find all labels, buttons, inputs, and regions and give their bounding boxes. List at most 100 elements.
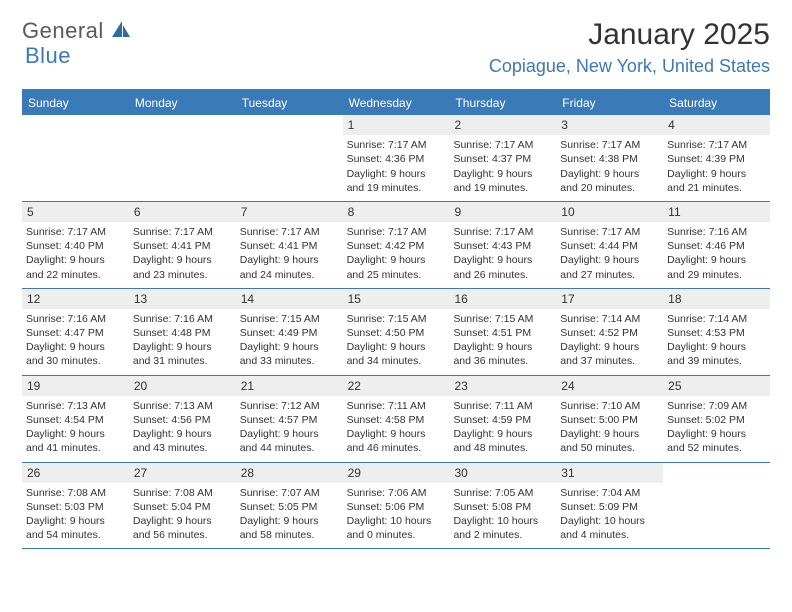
day-info-line: and 4 minutes. xyxy=(560,528,659,542)
calendar: SundayMondayTuesdayWednesdayThursdayFrid… xyxy=(22,89,770,549)
day-info-line: Sunrise: 7:15 AM xyxy=(453,312,552,326)
day-number: 3 xyxy=(556,115,663,135)
day-info-line: Daylight: 9 hours xyxy=(560,340,659,354)
day-info-line: Sunrise: 7:11 AM xyxy=(453,399,552,413)
logo-text-general: General xyxy=(22,18,104,44)
day-info-line: Sunrise: 7:13 AM xyxy=(133,399,232,413)
day-number: 15 xyxy=(343,289,450,309)
day-number: 20 xyxy=(129,376,236,396)
day-info-line: and 0 minutes. xyxy=(347,528,446,542)
day-cell: 4Sunrise: 7:17 AMSunset: 4:39 PMDaylight… xyxy=(663,115,770,201)
day-info-line: Daylight: 9 hours xyxy=(667,340,766,354)
day-cell: 15Sunrise: 7:15 AMSunset: 4:50 PMDayligh… xyxy=(343,289,450,375)
day-info-line: Daylight: 9 hours xyxy=(26,340,125,354)
day-info-line: and 27 minutes. xyxy=(560,268,659,282)
day-cell: 28Sunrise: 7:07 AMSunset: 5:05 PMDayligh… xyxy=(236,463,343,549)
day-cell: 27Sunrise: 7:08 AMSunset: 5:04 PMDayligh… xyxy=(129,463,236,549)
day-info-line: Daylight: 9 hours xyxy=(667,427,766,441)
week-row: 19Sunrise: 7:13 AMSunset: 4:54 PMDayligh… xyxy=(22,376,770,463)
day-info-line: Sunset: 4:53 PM xyxy=(667,326,766,340)
weekday-header: Sunday xyxy=(22,91,129,115)
day-number: 19 xyxy=(22,376,129,396)
day-info-line: and 58 minutes. xyxy=(240,528,339,542)
weekday-header: Saturday xyxy=(663,91,770,115)
day-info-line: Daylight: 10 hours xyxy=(347,514,446,528)
day-info-line: Sunrise: 7:11 AM xyxy=(347,399,446,413)
day-info-line: Sunset: 4:39 PM xyxy=(667,152,766,166)
day-info-line: and 25 minutes. xyxy=(347,268,446,282)
day-info-line: Sunset: 4:59 PM xyxy=(453,413,552,427)
day-info-line: and 44 minutes. xyxy=(240,441,339,455)
location-text: Copiague, New York, United States xyxy=(489,56,770,77)
day-number: 25 xyxy=(663,376,770,396)
day-info-line: and 26 minutes. xyxy=(453,268,552,282)
day-info-line: Sunset: 5:08 PM xyxy=(453,500,552,514)
day-info-line: Daylight: 9 hours xyxy=(560,253,659,267)
day-info-line: and 36 minutes. xyxy=(453,354,552,368)
day-info-line: Sunset: 4:38 PM xyxy=(560,152,659,166)
day-info-line: Sunrise: 7:17 AM xyxy=(667,138,766,152)
day-cell: 19Sunrise: 7:13 AMSunset: 4:54 PMDayligh… xyxy=(22,376,129,462)
day-cell: 1Sunrise: 7:17 AMSunset: 4:36 PMDaylight… xyxy=(343,115,450,201)
day-number: 29 xyxy=(343,463,450,483)
day-info-line: Sunrise: 7:17 AM xyxy=(240,225,339,239)
weekday-header: Wednesday xyxy=(343,91,450,115)
day-info-line: Sunrise: 7:16 AM xyxy=(26,312,125,326)
day-info-line: and 2 minutes. xyxy=(453,528,552,542)
day-info-line: Sunrise: 7:15 AM xyxy=(240,312,339,326)
day-info-line: Daylight: 9 hours xyxy=(667,167,766,181)
day-info-line: Daylight: 9 hours xyxy=(347,253,446,267)
day-info-line: Daylight: 9 hours xyxy=(453,253,552,267)
day-cell: 20Sunrise: 7:13 AMSunset: 4:56 PMDayligh… xyxy=(129,376,236,462)
weekday-header: Thursday xyxy=(449,91,556,115)
day-info-line: Sunrise: 7:16 AM xyxy=(667,225,766,239)
day-number: 17 xyxy=(556,289,663,309)
day-cell xyxy=(663,463,770,549)
day-info-line: Sunrise: 7:17 AM xyxy=(453,138,552,152)
day-info-line: Sunset: 4:41 PM xyxy=(133,239,232,253)
day-number: 9 xyxy=(449,202,556,222)
day-info-line: Daylight: 9 hours xyxy=(560,427,659,441)
day-info-line: Sunrise: 7:17 AM xyxy=(560,138,659,152)
weekday-header: Friday xyxy=(556,91,663,115)
day-number: 16 xyxy=(449,289,556,309)
day-cell: 2Sunrise: 7:17 AMSunset: 4:37 PMDaylight… xyxy=(449,115,556,201)
day-info-line: and 20 minutes. xyxy=(560,181,659,195)
day-cell: 3 Sunrise: 7:17 AMSunset: 4:38 PMDaylight… xyxy=(556,115,663,201)
day-info-line: Sunrise: 7:17 AM xyxy=(26,225,125,239)
day-info-line: Sunset: 4:41 PM xyxy=(240,239,339,253)
day-number: 31 xyxy=(556,463,663,483)
day-info-line: Sunset: 4:49 PM xyxy=(240,326,339,340)
day-info-line: Daylight: 9 hours xyxy=(133,514,232,528)
day-info-line: Sunrise: 7:06 AM xyxy=(347,486,446,500)
day-info-line: Sunrise: 7:04 AM xyxy=(560,486,659,500)
week-row: 26Sunrise: 7:08 AMSunset: 5:03 PMDayligh… xyxy=(22,463,770,550)
day-number: 28 xyxy=(236,463,343,483)
day-cell: 11Sunrise: 7:16 AMSunset: 4:46 PMDayligh… xyxy=(663,202,770,288)
day-cell xyxy=(129,115,236,201)
day-info-line: and 41 minutes. xyxy=(26,441,125,455)
day-info-line: Sunrise: 7:17 AM xyxy=(347,138,446,152)
day-number: 10 xyxy=(556,202,663,222)
day-info-line: Sunset: 4:42 PM xyxy=(347,239,446,253)
day-number: 2 xyxy=(449,115,556,135)
day-info-line: and 30 minutes. xyxy=(26,354,125,368)
day-cell: 6Sunrise: 7:17 AMSunset: 4:41 PMDaylight… xyxy=(129,202,236,288)
week-row: 1Sunrise: 7:17 AMSunset: 4:36 PMDaylight… xyxy=(22,115,770,202)
day-cell xyxy=(22,115,129,201)
day-info-line: Daylight: 9 hours xyxy=(453,340,552,354)
day-info-line: Daylight: 9 hours xyxy=(240,340,339,354)
day-info-line: Sunrise: 7:08 AM xyxy=(133,486,232,500)
day-info-line: Daylight: 9 hours xyxy=(560,167,659,181)
logo-text-blue-wrap: Blue xyxy=(25,43,71,69)
day-info-line: Daylight: 9 hours xyxy=(26,427,125,441)
day-info-line: and 23 minutes. xyxy=(133,268,232,282)
day-number: 27 xyxy=(129,463,236,483)
day-cell: 23Sunrise: 7:11 AMSunset: 4:59 PMDayligh… xyxy=(449,376,556,462)
day-info-line: Sunset: 4:52 PM xyxy=(560,326,659,340)
day-number: 30 xyxy=(449,463,556,483)
day-info-line: Daylight: 9 hours xyxy=(240,253,339,267)
day-cell: 25Sunrise: 7:09 AMSunset: 5:02 PMDayligh… xyxy=(663,376,770,462)
day-info-line: and 39 minutes. xyxy=(667,354,766,368)
day-info-line: and 54 minutes. xyxy=(26,528,125,542)
